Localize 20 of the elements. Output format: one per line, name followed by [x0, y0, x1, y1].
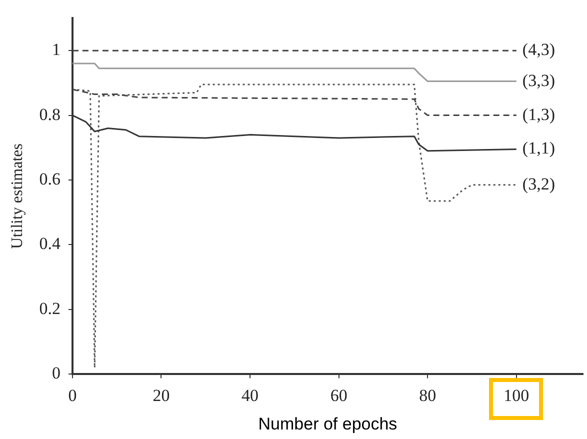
- y-tick-label: 0: [52, 364, 60, 383]
- y-tick-label: 0.8: [39, 104, 60, 124]
- x-tick-label: 0: [68, 386, 77, 405]
- series-label: (3,3): [522, 70, 555, 90]
- series-label: (4,3): [522, 40, 555, 60]
- series-label: (3,2): [522, 174, 555, 194]
- series-label: (1,3): [522, 104, 555, 124]
- y-tick-label: 0.6: [39, 169, 60, 188]
- y-tick-label: 1: [52, 40, 60, 60]
- x-tick-label: 20: [152, 386, 170, 405]
- x-tick-label: 80: [419, 386, 436, 405]
- series-label: (1,1): [522, 138, 555, 158]
- line-series: [72, 88, 518, 116]
- y-axis-title: Utility estimates: [8, 144, 26, 249]
- x-axis-title: Number of epochs: [258, 414, 398, 434]
- y-tick-label: 0.4: [39, 234, 61, 254]
- x-tick-label: 60: [330, 386, 348, 405]
- y-tick-label: 0.2: [39, 298, 60, 318]
- x-tick-label: 100: [504, 386, 530, 405]
- x-tick-label: 40: [242, 386, 259, 405]
